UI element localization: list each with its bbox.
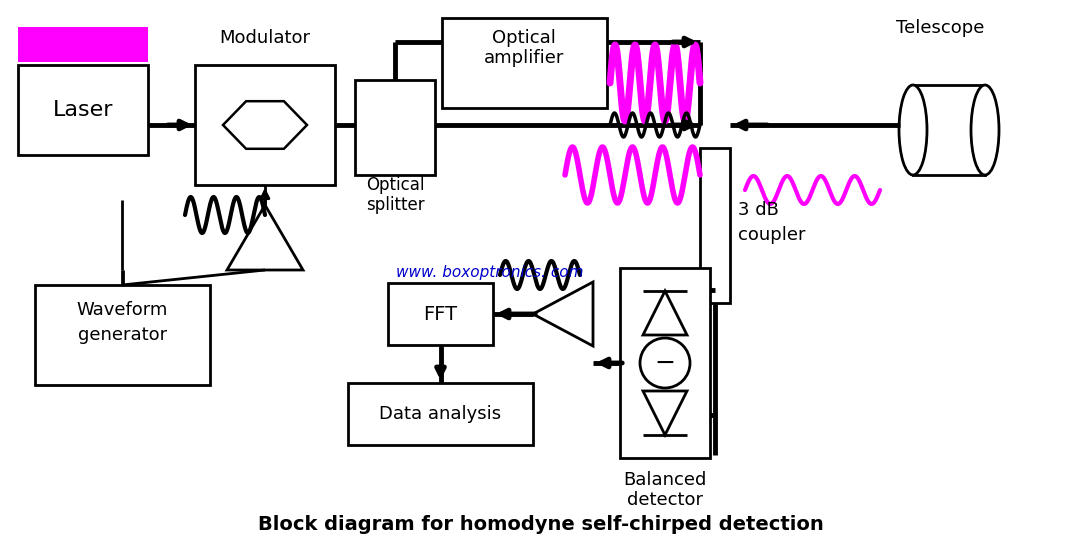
Text: 3 dB: 3 dB [738, 201, 779, 219]
Text: −: − [655, 351, 675, 375]
Text: Telescope: Telescope [896, 19, 985, 37]
Text: Block diagram for homodyne self-chirped detection: Block diagram for homodyne self-chirped … [259, 515, 823, 534]
Text: www. boxoptronics. com: www. boxoptronics. com [396, 264, 584, 280]
Text: amplifier: amplifier [484, 49, 564, 67]
Ellipse shape [899, 85, 927, 175]
Bar [35, 285, 210, 385]
Text: Balanced: Balanced [623, 471, 707, 489]
Bar [355, 80, 435, 175]
Bar [348, 383, 533, 445]
Text: Optical: Optical [492, 29, 556, 47]
Ellipse shape [971, 85, 999, 175]
Text: Data analysis: Data analysis [380, 405, 502, 423]
Bar [18, 27, 148, 62]
Text: splitter: splitter [366, 196, 424, 214]
Text: Laser: Laser [53, 100, 114, 120]
Text: Modulator: Modulator [220, 29, 311, 47]
Bar [913, 85, 985, 175]
Text: coupler: coupler [738, 226, 805, 244]
Bar [620, 268, 710, 458]
Bar [388, 283, 493, 345]
Text: Optical: Optical [366, 176, 424, 194]
Text: FFT: FFT [423, 305, 458, 324]
Bar [443, 18, 607, 108]
Text: generator: generator [78, 326, 167, 344]
Text: detector: detector [626, 491, 703, 509]
Bar [195, 65, 335, 185]
Bar [700, 148, 730, 303]
Text: Waveform: Waveform [77, 301, 168, 319]
Bar [18, 65, 148, 155]
